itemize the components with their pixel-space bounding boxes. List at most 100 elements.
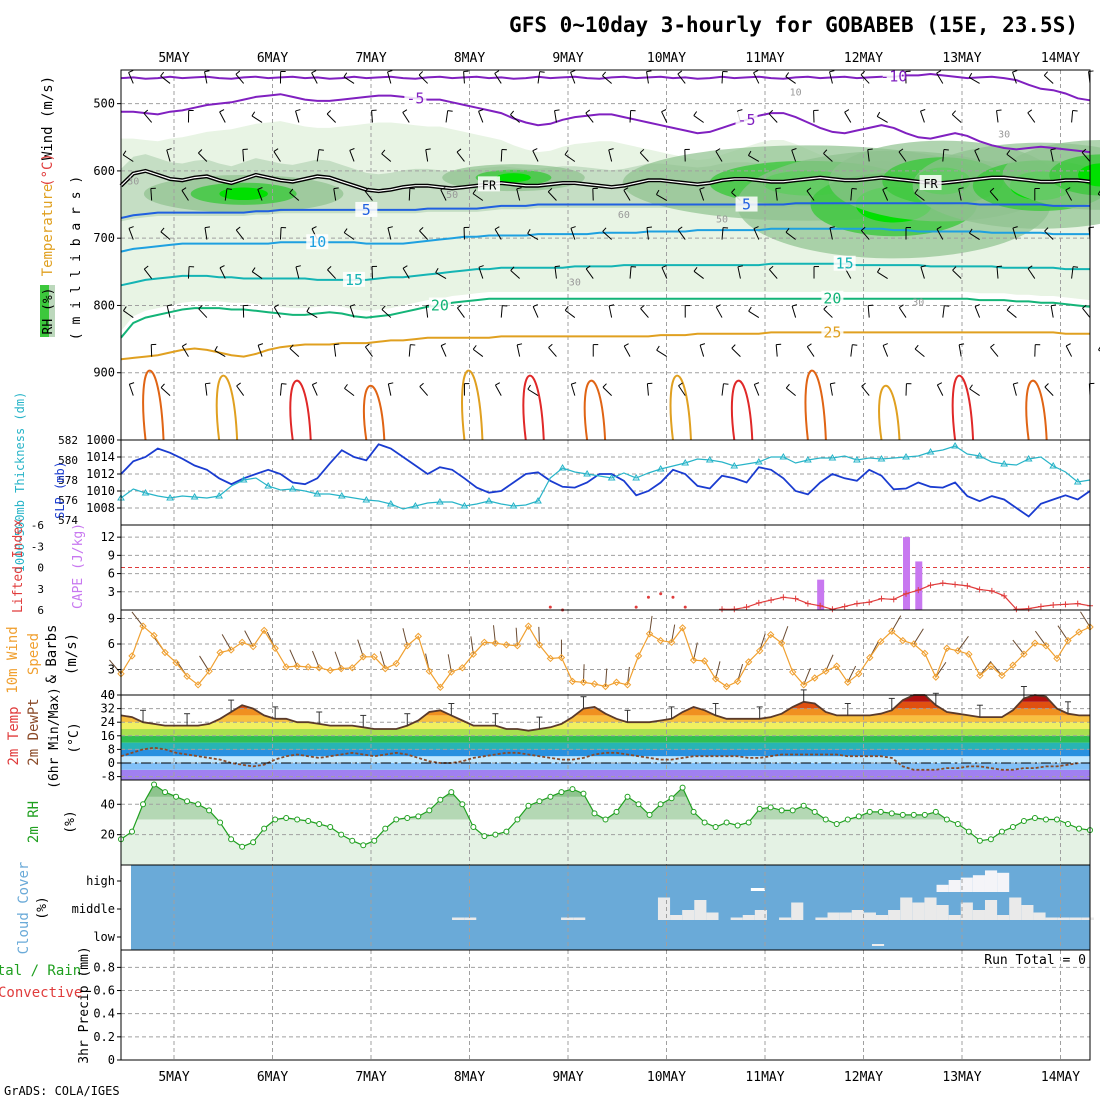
cloud-high-bar — [949, 880, 961, 892]
wind-barb-staff — [420, 387, 428, 396]
rh2m-marker — [537, 799, 542, 804]
cloud-ylabel-2: (%) — [35, 896, 50, 919]
wind-barb-flag — [602, 72, 605, 76]
wind-barb-flag — [915, 345, 918, 349]
rh2m-marker — [999, 829, 1004, 834]
wind-barb-staff — [990, 347, 998, 356]
lifted-index-marker — [964, 583, 970, 589]
wind-barb-flag — [937, 383, 941, 385]
wind-barb-flag — [215, 346, 218, 350]
wind-ylabel-3: & Barbs — [44, 624, 60, 683]
cloud-middle-bar — [900, 898, 912, 921]
isotherm-label: 20 — [823, 290, 841, 308]
cloud-low-fleck — [872, 944, 884, 946]
lifted-index-marker — [768, 597, 774, 603]
wind-barb-staff — [252, 116, 262, 123]
wind-barb-staff — [528, 389, 538, 395]
lifted-index-marker — [989, 588, 995, 594]
wind-barb-flag — [921, 109, 926, 111]
wind-barb-flag — [969, 73, 972, 77]
cloud-middle-bar — [1021, 905, 1033, 920]
rh-contour-label: 10 — [790, 88, 802, 99]
wind-barb-flag — [549, 344, 553, 347]
temp-band — [121, 722, 1090, 729]
cloud-high-fleck — [751, 888, 765, 891]
rh-contour-label: 50 — [446, 190, 458, 201]
temp-band — [121, 695, 1090, 702]
rh2m-marker — [944, 817, 949, 822]
wind-barb-flag — [1044, 72, 1047, 76]
bl-contour — [671, 376, 691, 440]
wind-barb-flag — [205, 71, 210, 72]
temp-ytick-label: 24 — [101, 715, 115, 729]
wind-barb-staff — [403, 112, 410, 122]
lifted-index-point — [671, 596, 674, 599]
top-date-label: 10MAY — [647, 51, 686, 66]
rh2m-marker — [383, 826, 388, 831]
wind-barb-staff — [237, 386, 244, 396]
cloud-middle-bar — [670, 915, 682, 920]
wind-barb-staff — [312, 385, 317, 396]
slp-ytick-label: 1010 — [86, 484, 115, 498]
rh-contour-label: 30 — [127, 176, 139, 187]
cloud-middle-bar — [731, 918, 743, 921]
rh2m-marker — [1032, 815, 1037, 820]
temp-ytick-label: 0 — [108, 756, 115, 770]
wind-barb-flag — [754, 383, 759, 385]
wind-barb-flag — [161, 72, 164, 76]
rh2m-marker — [141, 802, 146, 807]
lifted-index-marker — [780, 594, 786, 600]
rh2m-marker — [405, 815, 410, 820]
wind-barb-flag — [970, 385, 973, 389]
wind-barb-flag — [868, 149, 873, 150]
rh2m-marker — [834, 822, 839, 827]
wind-barb-flag — [495, 71, 499, 74]
bottom-date-label: 9MAY — [552, 1070, 583, 1085]
slp-line — [121, 444, 1090, 516]
wind-barb-flag — [312, 383, 317, 385]
isotherm-label: 5 — [742, 196, 751, 214]
temp-ylabel-1: 2m Temp — [6, 706, 22, 765]
cloud-middle-bar — [852, 910, 864, 920]
wind-barb-staff — [1045, 387, 1053, 396]
cloud-ytick-label: high — [86, 874, 115, 888]
lifted-index-point — [684, 606, 687, 609]
wind-barb-staff — [851, 345, 852, 357]
wind-barb-staff — [1082, 308, 1090, 317]
precip-ytick-label: 0.2 — [93, 1030, 115, 1044]
rh2m-marker — [702, 820, 707, 825]
rh2m-marker — [229, 837, 234, 842]
wind-barb-staff — [915, 349, 924, 357]
rh2m-marker — [559, 790, 564, 795]
wind-barb-staff — [868, 306, 869, 318]
wind-barb-flag — [749, 307, 752, 311]
rh2m-marker — [625, 794, 630, 799]
wind-barb-staff — [409, 345, 410, 357]
wind-barb-staff — [1072, 111, 1073, 123]
rh2m-marker — [284, 815, 289, 820]
cloud-middle-bar — [840, 913, 852, 921]
lifted-index-marker — [719, 606, 725, 612]
rh2m-marker — [548, 794, 553, 799]
wind-barb-staff — [144, 113, 152, 122]
rh2m-marker — [647, 812, 652, 817]
lifted-index-point — [635, 606, 638, 609]
rh2m-marker — [1021, 818, 1026, 823]
wind-barb-flag — [441, 344, 446, 346]
chart-title: GFS 0~10day 3-hourly for GOBABEB (15E, 2… — [509, 13, 1078, 37]
wind-barb-flag — [252, 112, 255, 116]
rh2m-marker — [779, 808, 784, 813]
wind-barb-staff — [862, 386, 870, 395]
wind-barb-staff — [824, 309, 833, 317]
rh2m-marker — [339, 832, 344, 837]
rh2m-marker — [185, 799, 190, 804]
cloud-middle-bar — [682, 910, 694, 920]
lifted-index-marker — [952, 582, 958, 588]
lifted-index-marker — [940, 580, 946, 586]
wind-barb-staff — [258, 345, 262, 356]
rh2m-marker — [768, 805, 773, 810]
cloud-middle-bar — [961, 903, 973, 921]
